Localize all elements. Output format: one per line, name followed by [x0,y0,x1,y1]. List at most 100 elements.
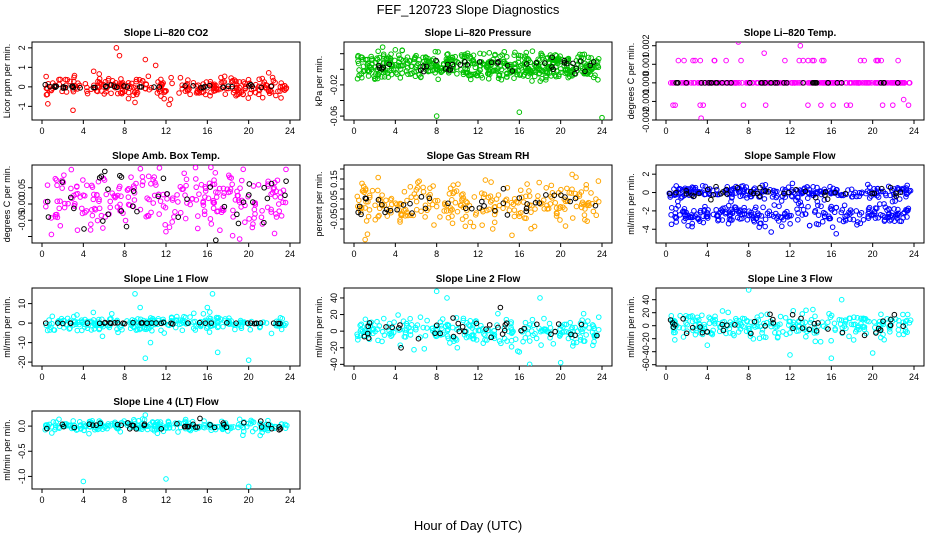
data-point [697,324,703,330]
data-point [548,182,555,189]
data-point [572,324,578,331]
x-tick-label: 16 [514,249,524,259]
data-point [517,187,524,194]
data-point [360,56,366,63]
data-point [240,166,247,173]
data-point [740,192,746,199]
data-point [228,78,235,85]
data-point [710,191,716,198]
data-point [397,62,404,69]
y-tick-label: -2 [641,207,651,215]
data-point [849,193,856,200]
data-point [248,81,254,88]
data-point [68,194,74,201]
data-point [521,55,528,61]
data-point [375,337,381,344]
data-point [388,333,394,340]
data-point [154,430,161,437]
data-point [746,329,753,336]
data-point [144,195,150,201]
data-point [124,187,131,193]
data-point [678,193,685,200]
data-point [516,195,523,201]
data-point [871,190,878,197]
data-point [157,198,164,204]
data-point [582,68,588,75]
data-point [599,114,605,120]
data-point [815,320,821,326]
data-point [115,329,121,336]
data-point [241,419,247,426]
data-point [463,198,469,205]
data-point [56,416,62,423]
data-point [523,215,529,222]
data-point [569,215,576,221]
data-point [86,421,93,427]
data-point [407,315,413,322]
data-point [488,334,494,341]
data-point [689,220,696,227]
data-point [163,476,169,482]
data-point [402,334,409,340]
data-point [424,317,430,324]
data-point [726,216,733,223]
data-point [871,208,878,215]
data-point [588,190,594,196]
data-point [160,319,167,326]
data-point [550,341,557,347]
data-point [356,203,363,210]
data-point [426,195,433,202]
data-point [395,62,401,69]
y-tick-label: 0 [641,323,651,328]
data-point [879,102,886,108]
data-point [207,309,213,315]
data-point [854,315,861,321]
data-point [379,201,385,208]
y-tick-label: 1 [17,65,27,70]
data-point [190,319,197,325]
data-point [904,207,910,214]
data-point [459,216,466,222]
data-point [450,315,456,321]
data-point [479,198,485,205]
data-point [358,211,364,218]
data-point [895,317,902,324]
data-point [591,325,597,332]
data-point [375,213,381,220]
data-point [590,64,597,70]
data-point [732,322,738,328]
data-point [413,326,419,333]
data-point [211,424,218,431]
data-point [699,329,706,336]
data-point [577,320,584,327]
data-point [245,357,252,363]
data-point [182,83,188,89]
data-point [478,190,485,196]
x-tick-label: 8 [122,126,127,136]
data-point [251,206,258,213]
data-point [501,64,508,70]
data-point [200,202,207,208]
data-point [196,319,203,326]
data-point [385,74,392,80]
data-point [59,185,65,191]
data-point [206,180,213,187]
data-point [798,315,804,322]
data-point [762,223,768,230]
data-point [179,82,185,89]
data-point [831,320,838,327]
data-point [815,202,821,209]
x-tick-label: 16 [514,372,524,382]
data-point [462,51,468,58]
data-point [897,80,904,86]
data-point [743,80,749,86]
data-point [362,316,369,323]
data-point [156,84,163,90]
data-point [80,177,86,183]
data-point [160,191,167,198]
data-point [541,205,548,212]
x-tick-label: 20 [556,126,566,136]
data-point [452,199,459,206]
data-point [446,190,453,197]
